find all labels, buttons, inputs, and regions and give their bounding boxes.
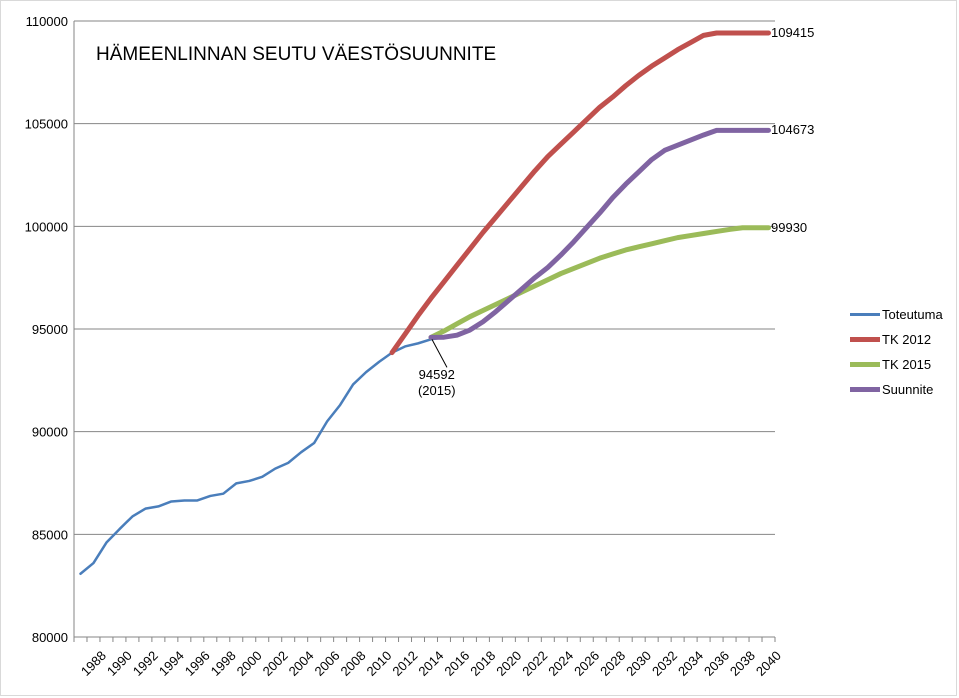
x-tick-label-1992: 1992: [130, 648, 161, 679]
x-tick-label-2008: 2008: [338, 648, 369, 679]
x-tick-label-2030: 2030: [623, 648, 654, 679]
x-tick-label-2014: 2014: [415, 648, 446, 679]
x-tick-label-1988: 1988: [78, 648, 109, 679]
legend-item-suunnite: Suunnite: [850, 377, 943, 402]
legend-item-toteutuma: Toteutuma: [850, 302, 943, 327]
legend-label-tk2015: TK 2015: [882, 357, 932, 372]
x-tick-label-2022: 2022: [519, 648, 550, 679]
legend-swatch-tk2012: [850, 337, 880, 342]
y-tick-label-95000: 95000: [32, 322, 68, 337]
callout-year: (2015): [417, 383, 456, 399]
series-line-toteutuma: [79, 336, 446, 576]
x-tick-label-2012: 2012: [389, 648, 420, 679]
x-tick-label-2004: 2004: [286, 648, 317, 679]
callout-value: 94592: [418, 367, 455, 383]
callout-label-2015: 94592 (2015): [418, 367, 456, 399]
x-tick-label-1994: 1994: [156, 648, 187, 679]
x-tick-label-2020: 2020: [493, 648, 524, 679]
y-tick-label-80000: 80000: [32, 630, 68, 645]
callout-leader-line: [431, 339, 448, 368]
x-tick-label-2000: 2000: [234, 648, 265, 679]
x-tick-label-2038: 2038: [727, 648, 758, 679]
end-label-tk2012: 109415: [771, 25, 815, 40]
x-tick-label-2034: 2034: [675, 648, 706, 679]
end-label-tk2015: 99930: [771, 219, 808, 235]
x-tick-label-2024: 2024: [545, 648, 576, 679]
y-tick-label-100000: 100000: [25, 219, 68, 234]
x-tick-label-1990: 1990: [104, 648, 135, 679]
x-tick-label-2036: 2036: [701, 648, 732, 679]
legend-label-tk2012: TK 2012: [882, 332, 932, 347]
legend-swatch-suunnite: [850, 387, 880, 392]
x-tick-label-2026: 2026: [571, 648, 602, 679]
legend-item-tk2012: TK 2012: [850, 327, 943, 352]
series-line-tk-2015: [428, 225, 772, 340]
y-tick-label-85000: 85000: [32, 527, 68, 542]
y-tick-label-110000: 110000: [26, 14, 68, 29]
end-label-suunnite: 104673: [771, 122, 815, 138]
x-tick-label-2028: 2028: [597, 648, 628, 679]
x-tick-label-1996: 1996: [182, 648, 213, 679]
legend-swatch-toteutuma: [850, 313, 880, 316]
legend-swatch-tk2015: [850, 362, 880, 367]
x-tick-label-2002: 2002: [260, 648, 291, 679]
legend-item-tk2015: TK 2015: [850, 352, 943, 377]
x-tick-label-2010: 2010: [363, 648, 394, 679]
x-tick-label-2040: 2040: [753, 648, 784, 679]
legend-label-suunnite: Suunnite: [882, 382, 934, 397]
x-tick-label-2018: 2018: [467, 648, 498, 679]
y-tick-label-90000: 90000: [32, 425, 68, 440]
x-tick-label-2006: 2006: [312, 648, 343, 679]
chart-title: HÄMEENLINNAN SEUTU VÄESTÖSUUNNITE: [96, 44, 497, 65]
y-tick-label-105000: 105000: [25, 117, 68, 132]
series-line-tk-2012: [389, 30, 772, 356]
x-tick-label-2016: 2016: [441, 648, 472, 679]
series-line-suunnite: [428, 127, 772, 340]
legend-label-toteutuma: Toteutuma: [882, 307, 943, 322]
legend: Toteutuma TK 2012 TK 2015 Suunnite: [850, 302, 943, 402]
x-tick-label-2032: 2032: [649, 648, 680, 679]
x-tick-label-1998: 1998: [208, 648, 239, 679]
